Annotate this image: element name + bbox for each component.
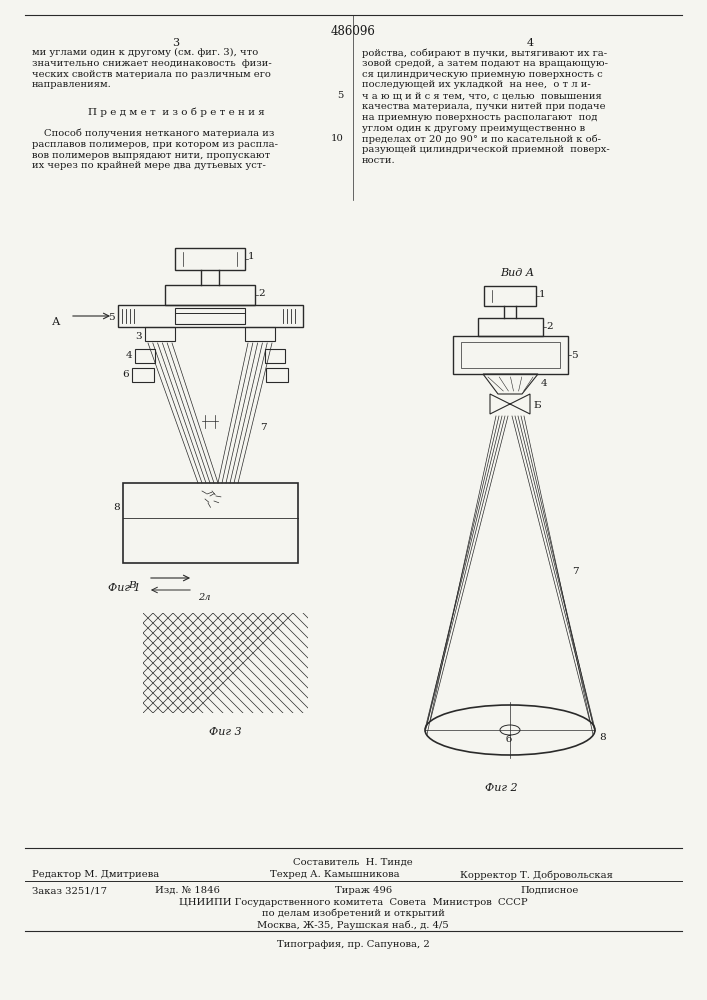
Text: ся цилиндрическую приемную поверхность с: ся цилиндрическую приемную поверхность с — [362, 70, 603, 79]
Text: 3: 3 — [135, 332, 142, 341]
Text: на приемную поверхность располагают  под: на приемную поверхность располагают под — [362, 113, 597, 122]
Text: Б: Б — [533, 401, 541, 410]
Text: 3: 3 — [173, 38, 180, 48]
Bar — [175, 248, 245, 270]
Text: пределах от 20 до 90° и по касательной к об-: пределах от 20 до 90° и по касательной к… — [362, 134, 601, 144]
Text: П р е д м е т  и з о б р е т е н и я: П р е д м е т и з о б р е т е н и я — [88, 107, 264, 117]
Text: ч а ю щ и й с я тем, что, с целью  повышения: ч а ю щ и й с я тем, что, с целью повыше… — [362, 91, 602, 100]
Text: А: А — [52, 317, 60, 327]
Text: 4: 4 — [541, 379, 548, 388]
Text: 2л: 2л — [198, 593, 211, 602]
Text: значительно снижает неодинаковость  физи-: значительно снижает неодинаковость физи- — [32, 59, 271, 68]
Text: Составитель  Н. Тинде: Составитель Н. Тинде — [293, 858, 413, 867]
Text: Фиг 1: Фиг 1 — [108, 583, 141, 593]
Text: качества материала, пучки нитей при подаче: качества материала, пучки нитей при пода… — [362, 102, 606, 111]
Text: 1: 1 — [248, 252, 255, 261]
Bar — [245, 327, 275, 341]
Text: Заказ 3251/17: Заказ 3251/17 — [32, 886, 107, 895]
Text: 4: 4 — [527, 38, 534, 48]
Text: по делам изобретений и открытий: по делам изобретений и открытий — [262, 909, 445, 918]
Text: ройства, собирают в пучки, вытягивают их га-: ройства, собирают в пучки, вытягивают их… — [362, 48, 607, 57]
Text: 7: 7 — [572, 567, 578, 576]
Text: углом один к другому преимущественно в: углом один к другому преимущественно в — [362, 124, 585, 133]
Text: ческих свойств материала по различным его: ческих свойств материала по различным ег… — [32, 70, 271, 79]
Text: ми углами один к другому (см. фиг. 3), что: ми углами один к другому (см. фиг. 3), ч… — [32, 48, 258, 57]
Text: 2: 2 — [258, 289, 264, 298]
Text: Фиг 3: Фиг 3 — [209, 727, 241, 737]
Text: 486096: 486096 — [331, 25, 375, 38]
Text: направлениям.: направлениям. — [32, 80, 112, 89]
Text: Фиг 2: Фиг 2 — [485, 783, 518, 793]
Bar — [175, 308, 245, 324]
Text: Москва, Ж-35, Раушская наб., д. 4/5: Москва, Ж-35, Раушская наб., д. 4/5 — [257, 920, 449, 930]
Text: Способ получения нетканого материала из: Способ получения нетканого материала из — [44, 129, 274, 138]
Text: Вид А: Вид А — [500, 268, 534, 278]
Text: Техред А. Камышникова: Техред А. Камышникова — [270, 870, 399, 879]
Text: В: В — [128, 581, 136, 590]
Text: их через по крайней мере два дутьевых уст-: их через по крайней мере два дутьевых ус… — [32, 161, 266, 170]
Bar — [123, 483, 298, 563]
Bar — [135, 349, 155, 363]
Text: 5: 5 — [571, 351, 578, 360]
Text: 5: 5 — [338, 91, 344, 100]
Bar — [266, 368, 288, 382]
Text: ЦНИИПИ Государственного комитета  Совета  Министров  СССР: ЦНИИПИ Государственного комитета Совета … — [179, 898, 527, 907]
Text: последующей их укладкой  на нее,  о т л и-: последующей их укладкой на нее, о т л и- — [362, 80, 591, 89]
Text: 2: 2 — [546, 322, 553, 331]
Text: зовой средой, а затем подают на вращающую-: зовой средой, а затем подают на вращающу… — [362, 59, 608, 68]
Text: б: б — [505, 735, 511, 744]
Text: Корректор Т. Добровольская: Корректор Т. Добровольская — [460, 870, 613, 880]
Bar — [165, 285, 255, 305]
Bar — [461, 342, 560, 368]
Text: 10: 10 — [331, 134, 344, 143]
Text: Тираж 496: Тираж 496 — [335, 886, 392, 895]
Text: 8: 8 — [599, 733, 606, 742]
Text: расплавов полимеров, при котором из распла-: расплавов полимеров, при котором из расп… — [32, 140, 278, 149]
Text: Подписное: Подписное — [520, 886, 578, 895]
Text: Редактор М. Дмитриева: Редактор М. Дмитриева — [32, 870, 159, 879]
Text: 7: 7 — [260, 423, 267, 432]
Bar — [484, 286, 536, 306]
Text: разующей цилиндрической приемной  поверх-: разующей цилиндрической приемной поверх- — [362, 145, 609, 154]
Text: 6: 6 — [122, 370, 129, 379]
Text: 5: 5 — [108, 313, 115, 322]
Text: 8: 8 — [113, 503, 120, 512]
Text: 4: 4 — [125, 351, 132, 360]
Text: Изд. № 1846: Изд. № 1846 — [155, 886, 220, 895]
Bar — [453, 336, 568, 374]
Text: 1: 1 — [539, 290, 546, 299]
Text: вов полимеров выпрядают нити, пропускают: вов полимеров выпрядают нити, пропускают — [32, 151, 270, 160]
Bar — [265, 349, 285, 363]
Text: Типография, пр. Сапунова, 2: Типография, пр. Сапунова, 2 — [276, 940, 429, 949]
Bar — [145, 327, 175, 341]
Bar — [478, 318, 543, 336]
Bar — [118, 305, 303, 327]
Text: ности.: ности. — [362, 156, 396, 165]
Bar — [132, 368, 154, 382]
